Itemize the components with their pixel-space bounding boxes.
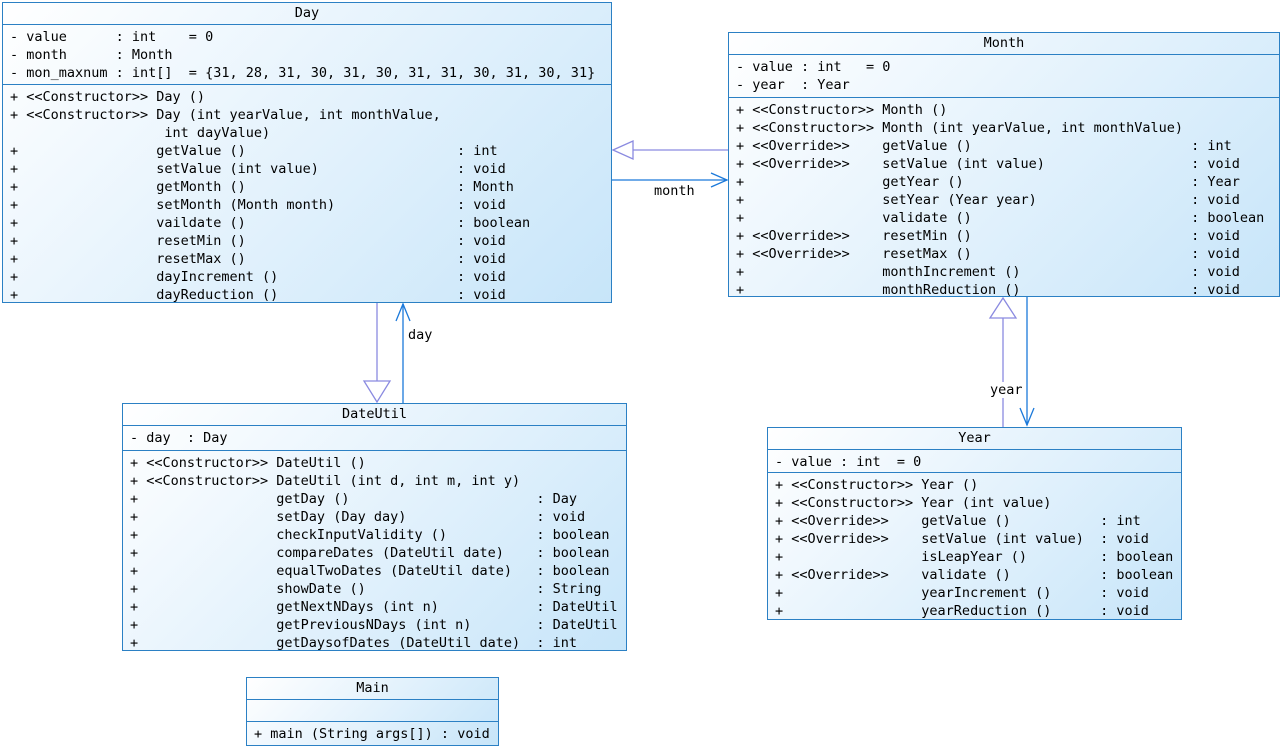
method-row: + main (String args[]) : void (254, 726, 490, 742)
method-row: + setYear (Year year) : void (736, 192, 1240, 208)
attribute-row: - mon_maxnum : int[] = {31, 28, 31, 30, … (10, 65, 596, 81)
method-row: + getValue () : int (10, 143, 498, 159)
class-box-main[interactable]: Main + main (String args[]) : void (246, 677, 499, 746)
method-row: + dayReduction () : void (10, 287, 506, 303)
method-row: + <<Override>> getValue () : int (736, 138, 1232, 154)
method-row: + setDay (Day day) : void (130, 509, 586, 525)
method-row: + resetMax () : void (10, 251, 506, 267)
method-row: + getDay () : Day (130, 491, 578, 507)
generalization-day-to-dateutil[interactable] (362, 303, 392, 404)
class-attributes-year: - value : int = 0 (768, 449, 1181, 472)
association-role-label-year: year (988, 382, 1025, 398)
method-row: + setValue (int value) : void (10, 161, 506, 177)
method-row: + <<Override>> setValue (int value) : vo… (775, 531, 1149, 547)
class-title-month: Month (983, 35, 1025, 51)
class-methods-day: + <<Constructor>> Day () + <<Constructor>… (3, 84, 611, 303)
attribute-row: - value : int = 0 (10, 29, 214, 45)
method-row: + getPreviousNDays (int n) : DateUtil (130, 617, 618, 633)
association-role-label-month: month (652, 183, 697, 199)
method-row: + <<Override>> setValue (int value) : vo… (736, 156, 1240, 172)
class-attributes-month: - value : int = 0 - year : Year (729, 54, 1279, 97)
attribute-row: - value : int = 0 (775, 454, 922, 470)
method-row: + <<Constructor>> Month (int yearValue, … (736, 120, 1184, 136)
generalization-year-to-month[interactable] (988, 296, 1018, 427)
class-methods-dateutil: + <<Constructor>> DateUtil () + <<Constru… (123, 450, 626, 651)
method-row: int dayValue) (10, 125, 271, 141)
class-box-day[interactable]: Day - value : int = 0 - month : Month - mo… (2, 2, 612, 303)
association-role-label-day: day (406, 327, 435, 343)
method-row: + <<Constructor>> Day (int yearValue, in… (10, 107, 441, 123)
class-methods-year: + <<Constructor>> Year () + <<Constructor… (768, 472, 1181, 619)
method-row: + monthReduction () : void (736, 282, 1240, 297)
method-row: + <<Constructor>> Year (int value) (775, 495, 1052, 511)
class-title-main: Main (356, 680, 389, 696)
class-title-dateutil: DateUtil (341, 406, 408, 422)
attribute-row: - day : Day (130, 430, 228, 446)
class-attributes-day: - value : int = 0 - month : Month - mon_ma… (3, 24, 611, 84)
method-row: + <<Override>> resetMax () : void (736, 246, 1240, 262)
generalization-month-to-day[interactable] (611, 139, 728, 161)
method-row: + getNextNDays (int n) : DateUtil (130, 599, 618, 615)
method-row: + equalTwoDates (DateUtil date) : boolea… (130, 563, 610, 579)
class-title-year: Year (958, 430, 991, 446)
method-row: + checkInputValidity () : boolean (130, 527, 610, 543)
class-box-month[interactable]: Month - value : int = 0 - year : Year + <… (728, 32, 1280, 297)
class-attributes-dateutil: - day : Day (123, 425, 626, 450)
method-row: + getYear () : Year (736, 174, 1240, 190)
method-row: + vaildate () : boolean (10, 215, 531, 231)
method-row: + showDate () : String (130, 581, 602, 597)
method-row: + <<Constructor>> DateUtil () (130, 455, 366, 471)
method-row: + <<Constructor>> Month () (736, 102, 948, 118)
class-title-day: Day (294, 5, 320, 21)
method-row: + setMonth (Month month) : void (10, 197, 506, 213)
association-dateutil-to-day[interactable] (395, 302, 411, 403)
method-row: + <<Override>> resetMin () : void (736, 228, 1240, 244)
method-row: + <<Constructor>> Day () (10, 89, 206, 105)
class-box-year[interactable]: Year - value : int = 0 + <<Constructor>>… (767, 427, 1182, 620)
method-row: + <<Constructor>> DateUtil (int d, int m… (130, 473, 521, 489)
method-row: + resetMin () : void (10, 233, 506, 249)
class-box-dateutil[interactable]: DateUtil - day : Day + <<Constructor>> D… (122, 403, 627, 651)
attribute-row: - month : Month (10, 47, 173, 63)
method-row: + getMonth () : Month (10, 179, 514, 195)
method-row: + monthIncrement () : void (736, 264, 1240, 280)
method-row: + isLeapYear () : boolean (775, 549, 1174, 565)
attribute-row: - year : Year (736, 77, 850, 93)
method-row: + compareDates (DateUtil date) : boolean (130, 545, 610, 561)
class-attributes-main (247, 699, 498, 721)
method-row: + yearReduction () : void (775, 603, 1149, 619)
method-row: + <<Constructor>> Year () (775, 477, 979, 493)
method-row: + <<Override>> getValue () : int (775, 513, 1141, 529)
method-row: + dayIncrement () : void (10, 269, 506, 285)
method-row: + validate () : boolean (736, 210, 1265, 226)
attribute-row: - value : int = 0 (736, 59, 891, 75)
class-methods-main: + main (String args[]) : void (247, 721, 498, 745)
association-month-to-year[interactable] (1019, 297, 1035, 427)
method-row: + yearIncrement () : void (775, 585, 1149, 601)
class-methods-month: + <<Constructor>> Month () + <<Constructo… (729, 97, 1279, 297)
method-row: + <<Override>> validate () : boolean (775, 567, 1174, 583)
method-row: + getDaysofDates (DateUtil date) : int (130, 635, 578, 651)
